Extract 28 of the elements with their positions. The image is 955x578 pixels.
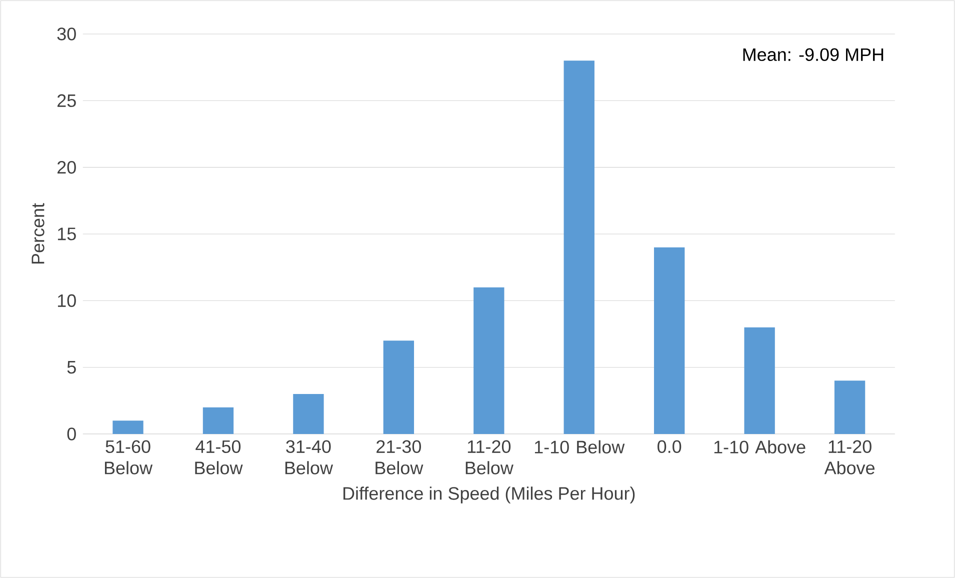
bar	[834, 380, 866, 434]
bar	[383, 340, 414, 434]
x-tick-label: 31-40 Below	[285, 440, 334, 474]
y-tick-label: 0	[67, 428, 76, 440]
x-tick-label: 41-50 Below	[195, 440, 243, 474]
y-tick-label: 5	[67, 361, 76, 374]
x-tick-label: 51-60 Below	[104, 440, 153, 474]
bar	[112, 420, 144, 434]
y-tick-label: 25	[58, 94, 76, 108]
x-axis-title: Difference in Speed (Miles Per Hour)	[343, 486, 635, 504]
x-tick-label: 21-30 Below	[376, 440, 424, 474]
x-tick-label: 11-20 Above	[824, 440, 875, 474]
y-tick-label: 20	[58, 160, 76, 174]
bar	[202, 407, 234, 434]
y-tick-label: 15	[58, 228, 76, 240]
bar	[293, 394, 324, 434]
y-axis-title: Percent	[32, 203, 44, 264]
y-tick-label: 10	[58, 294, 76, 308]
bar	[474, 287, 504, 434]
bar	[654, 247, 685, 434]
x-tick-label: 11-20 Below	[466, 440, 514, 474]
x-tick-label: 0.0	[658, 440, 682, 453]
bar	[744, 327, 775, 434]
y-tick-label: 30	[57, 28, 76, 40]
bar	[564, 60, 594, 434]
annotation: Mean: -9.09 MPH	[743, 48, 884, 61]
x-tick-label: 1-10 Below	[534, 440, 625, 454]
x-tick-label: 1-10 Above	[714, 440, 806, 454]
